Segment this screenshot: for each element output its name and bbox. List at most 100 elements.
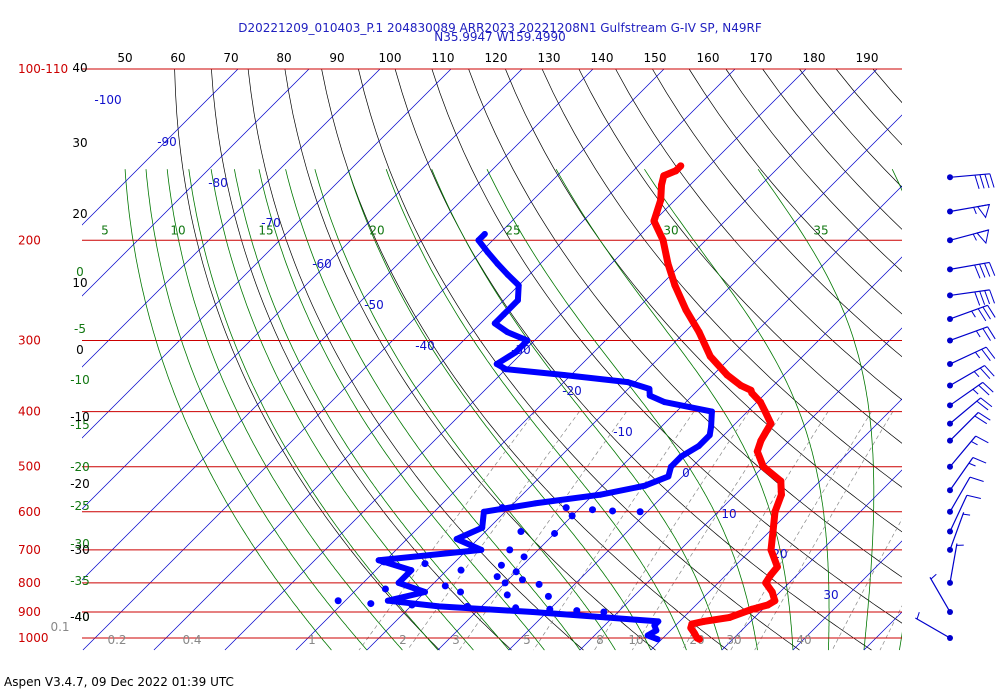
dewpoint-scatter-point — [381, 585, 389, 593]
dewpoint-point — [695, 443, 702, 450]
temperature-point — [753, 447, 761, 455]
moist-adiabat-line — [285, 169, 581, 651]
dewpoint-point — [422, 588, 429, 595]
dewpoint-point — [481, 231, 488, 238]
top-scale-label: 150 — [644, 51, 667, 65]
isotherm-line — [82, 68, 239, 226]
temperature-point — [771, 508, 779, 516]
temperature-point — [650, 217, 658, 225]
pressure-tick-label: 400 — [18, 405, 41, 419]
left-moist-label: -10 — [70, 373, 90, 387]
temperature-point — [737, 382, 745, 390]
wind-barb-flag — [979, 291, 986, 305]
wind-barbs — [915, 173, 996, 641]
temperature-point — [695, 635, 703, 643]
wind-barb-flag — [974, 264, 981, 279]
dewpoint-scatter-point — [551, 529, 559, 537]
dewpoint-point — [653, 627, 660, 634]
top-scale-label: 130 — [538, 51, 561, 65]
wind-barb — [947, 543, 964, 586]
left-moist-label: -35 — [70, 574, 90, 588]
temperature-point — [769, 528, 777, 536]
dewpoint-point — [678, 453, 685, 460]
mixing-ratio-label: 5 — [523, 633, 531, 647]
wind-barb-flag — [985, 346, 996, 359]
temperature-point — [657, 196, 665, 204]
wind-barb-staff — [949, 397, 982, 425]
pressure-tick-label: 900 — [18, 605, 41, 619]
isotherm-line — [863, 611, 902, 651]
mixing-ratio-label: 8 — [596, 633, 604, 647]
pressure-tick-label: 800 — [18, 576, 41, 590]
dewpoint-point — [453, 536, 460, 543]
wind-barb-flag — [969, 476, 984, 483]
dewpoint-scatter-point — [497, 561, 505, 569]
isotherm-line — [82, 68, 594, 581]
temperature-point — [762, 579, 770, 587]
wind-barb-flag — [974, 291, 981, 306]
mixing-ratio-line — [879, 605, 902, 651]
wind-barb-staff — [949, 512, 965, 551]
mixing-ratio-line — [730, 411, 872, 651]
isotherm-line — [153, 68, 736, 651]
wind-barb — [947, 289, 995, 306]
dewpoint-scatter-point — [562, 504, 570, 512]
dewpoint-point — [602, 614, 609, 621]
left-adiabat-label: 0 — [76, 343, 84, 357]
wind-barb-half-flag — [973, 371, 980, 378]
dry-adiabat-line — [247, 68, 584, 651]
dewpoint-scatter-point — [517, 528, 525, 536]
wind-barb-half-flag — [972, 233, 977, 241]
wind-barb-flag — [987, 326, 996, 340]
wind-barb-half-flag — [973, 207, 977, 215]
dewpoint-point — [502, 366, 509, 373]
temperature-point — [671, 281, 679, 289]
temperature-point — [664, 260, 672, 268]
dewpoint-point — [665, 473, 672, 480]
top-scale-label: 90 — [329, 51, 344, 65]
top-scale-label: 140 — [591, 51, 614, 65]
dewpoint-point — [651, 622, 658, 629]
pressure-tick-label: 100-110 — [18, 62, 68, 76]
dewpoint-point — [478, 546, 485, 553]
chart-subtitle: N35.9947 W159.4990 — [434, 30, 566, 44]
dewpoint-point — [560, 372, 567, 379]
wind-barb-staff — [949, 365, 985, 387]
wind-barb — [915, 612, 953, 641]
wind-barb — [947, 346, 996, 368]
top-scale-label: 50 — [117, 51, 132, 65]
dewpoint-scatter-point — [421, 560, 429, 568]
dewpoint-scatter-point — [503, 591, 511, 599]
dry-adiabat-line — [578, 68, 902, 444]
isotherm-line — [437, 185, 902, 651]
wind-barb-half-flag — [971, 310, 976, 318]
wind-barb — [947, 365, 995, 389]
isotherm-line — [721, 469, 902, 651]
pressure-tick-label: 1000 — [18, 631, 49, 645]
dewpoint-point — [494, 260, 501, 267]
moist-adiabat-line — [486, 169, 758, 651]
top-scale-label: 160 — [697, 51, 720, 65]
mixing-ratio-lines — [358, 411, 902, 651]
mixing-ratio-line — [533, 411, 695, 651]
isotherm-label: -100 — [94, 93, 121, 107]
dewpoint-point — [644, 632, 651, 639]
dewpoint-point — [475, 237, 482, 244]
dewpoint-point — [529, 608, 536, 615]
wind-barb-half-flag — [962, 513, 971, 516]
wind-barb-flag — [974, 415, 988, 425]
dewpoint-point — [504, 271, 511, 278]
left-adiabat-label: -30 — [70, 543, 90, 557]
dewpoint-point — [512, 349, 519, 356]
wind-barb-staff — [949, 326, 988, 342]
wind-barb-staff — [949, 435, 977, 468]
top-scale-label: 100 — [379, 51, 402, 65]
left-adiabat-label: 20 — [72, 207, 87, 221]
dewpoint-profile-line — [375, 231, 715, 643]
wind-barb-staff — [949, 543, 958, 583]
temperature-point — [657, 181, 665, 189]
mixing-ratio-label: 3 — [452, 633, 460, 647]
wind-barb — [947, 411, 991, 444]
dewpoint-point — [375, 557, 382, 564]
dewpoint-point — [597, 491, 604, 498]
